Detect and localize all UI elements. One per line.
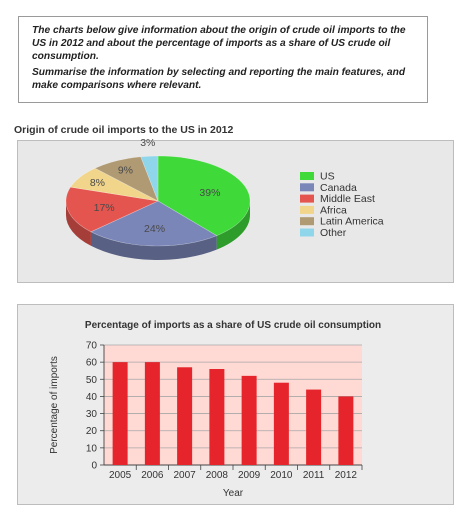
legend-label-2: Middle East xyxy=(320,193,375,205)
bar-2007 xyxy=(177,367,193,465)
legend-swatch-1 xyxy=(300,183,314,192)
x-tick-label-2008: 2008 xyxy=(206,470,229,481)
y-tick-label-2: 20 xyxy=(86,426,98,437)
y-tick-label-3: 30 xyxy=(86,409,98,420)
bar-2010 xyxy=(273,382,289,465)
y-tick-label-1: 10 xyxy=(86,443,98,454)
pie-side-2 xyxy=(66,201,91,246)
x-tick-label-2005: 2005 xyxy=(109,470,132,481)
legend-swatch-3 xyxy=(300,205,314,214)
pie-label-3: 8% xyxy=(90,177,105,189)
bar-2008 xyxy=(209,369,225,465)
y-tick-label-6: 60 xyxy=(86,358,98,369)
legend-label-0: US xyxy=(320,171,335,183)
y-tick-label-5: 50 xyxy=(86,375,98,386)
task-paragraph-1: The charts below give information about … xyxy=(32,25,406,62)
pie-label-0: 39% xyxy=(199,187,220,199)
x-tick-label-2010: 2010 xyxy=(270,470,293,481)
pie-chart-title: Origin of crude oil imports to the US in… xyxy=(14,124,234,136)
task-instructions: The charts below give information about … xyxy=(18,16,428,103)
x-axis-label: Year xyxy=(223,488,244,499)
plot-area xyxy=(104,345,362,465)
y-tick-label-4: 40 xyxy=(86,392,98,403)
pie-side-0 xyxy=(216,201,250,250)
y-tick-label-7: 70 xyxy=(86,341,98,352)
bar-2006 xyxy=(144,362,160,465)
bar-chart-title: Percentage of imports as a share of US c… xyxy=(85,320,381,331)
legend-swatch-0 xyxy=(300,172,314,180)
legend-swatch-2 xyxy=(300,194,314,203)
x-tick-label-2007: 2007 xyxy=(174,470,197,481)
legend-label-1: Canada xyxy=(320,182,357,194)
pie-label-2: 17% xyxy=(94,202,115,214)
y-tick-label-0: 0 xyxy=(91,461,97,472)
pie-side-1 xyxy=(90,231,217,260)
pie-slice-latin-america xyxy=(94,156,159,202)
pie-label-4: 9% xyxy=(118,165,133,177)
y-axis-label: Percentage of imports xyxy=(49,356,60,454)
bar-2005 xyxy=(112,362,128,465)
bar-2012 xyxy=(338,396,354,465)
x-tick-label-2012: 2012 xyxy=(335,470,358,481)
bar-chart-panel xyxy=(17,304,454,505)
bar-2011 xyxy=(306,389,322,465)
legend-label-3: Africa xyxy=(320,204,347,216)
legend-swatch-4 xyxy=(300,217,314,226)
bar-2009 xyxy=(241,375,257,465)
pie-label-1: 24% xyxy=(144,223,165,235)
pie-slice-canada xyxy=(90,200,218,247)
legend-label-4: Latin America xyxy=(320,216,384,228)
pie-slice-other xyxy=(140,155,159,202)
legend-swatch-5 xyxy=(300,228,314,237)
pie-slice-africa xyxy=(69,167,159,202)
x-tick-label-2006: 2006 xyxy=(141,470,164,481)
pie-slice-us xyxy=(157,155,251,237)
pie-label-5: 3% xyxy=(140,137,155,149)
task-paragraph-2: Summarise the information by selecting a… xyxy=(32,67,406,91)
legend-label-5: Other xyxy=(320,227,347,239)
x-tick-label-2009: 2009 xyxy=(238,470,261,481)
pie-slice-middle-east xyxy=(65,186,160,233)
x-tick-label-2011: 2011 xyxy=(303,470,325,481)
